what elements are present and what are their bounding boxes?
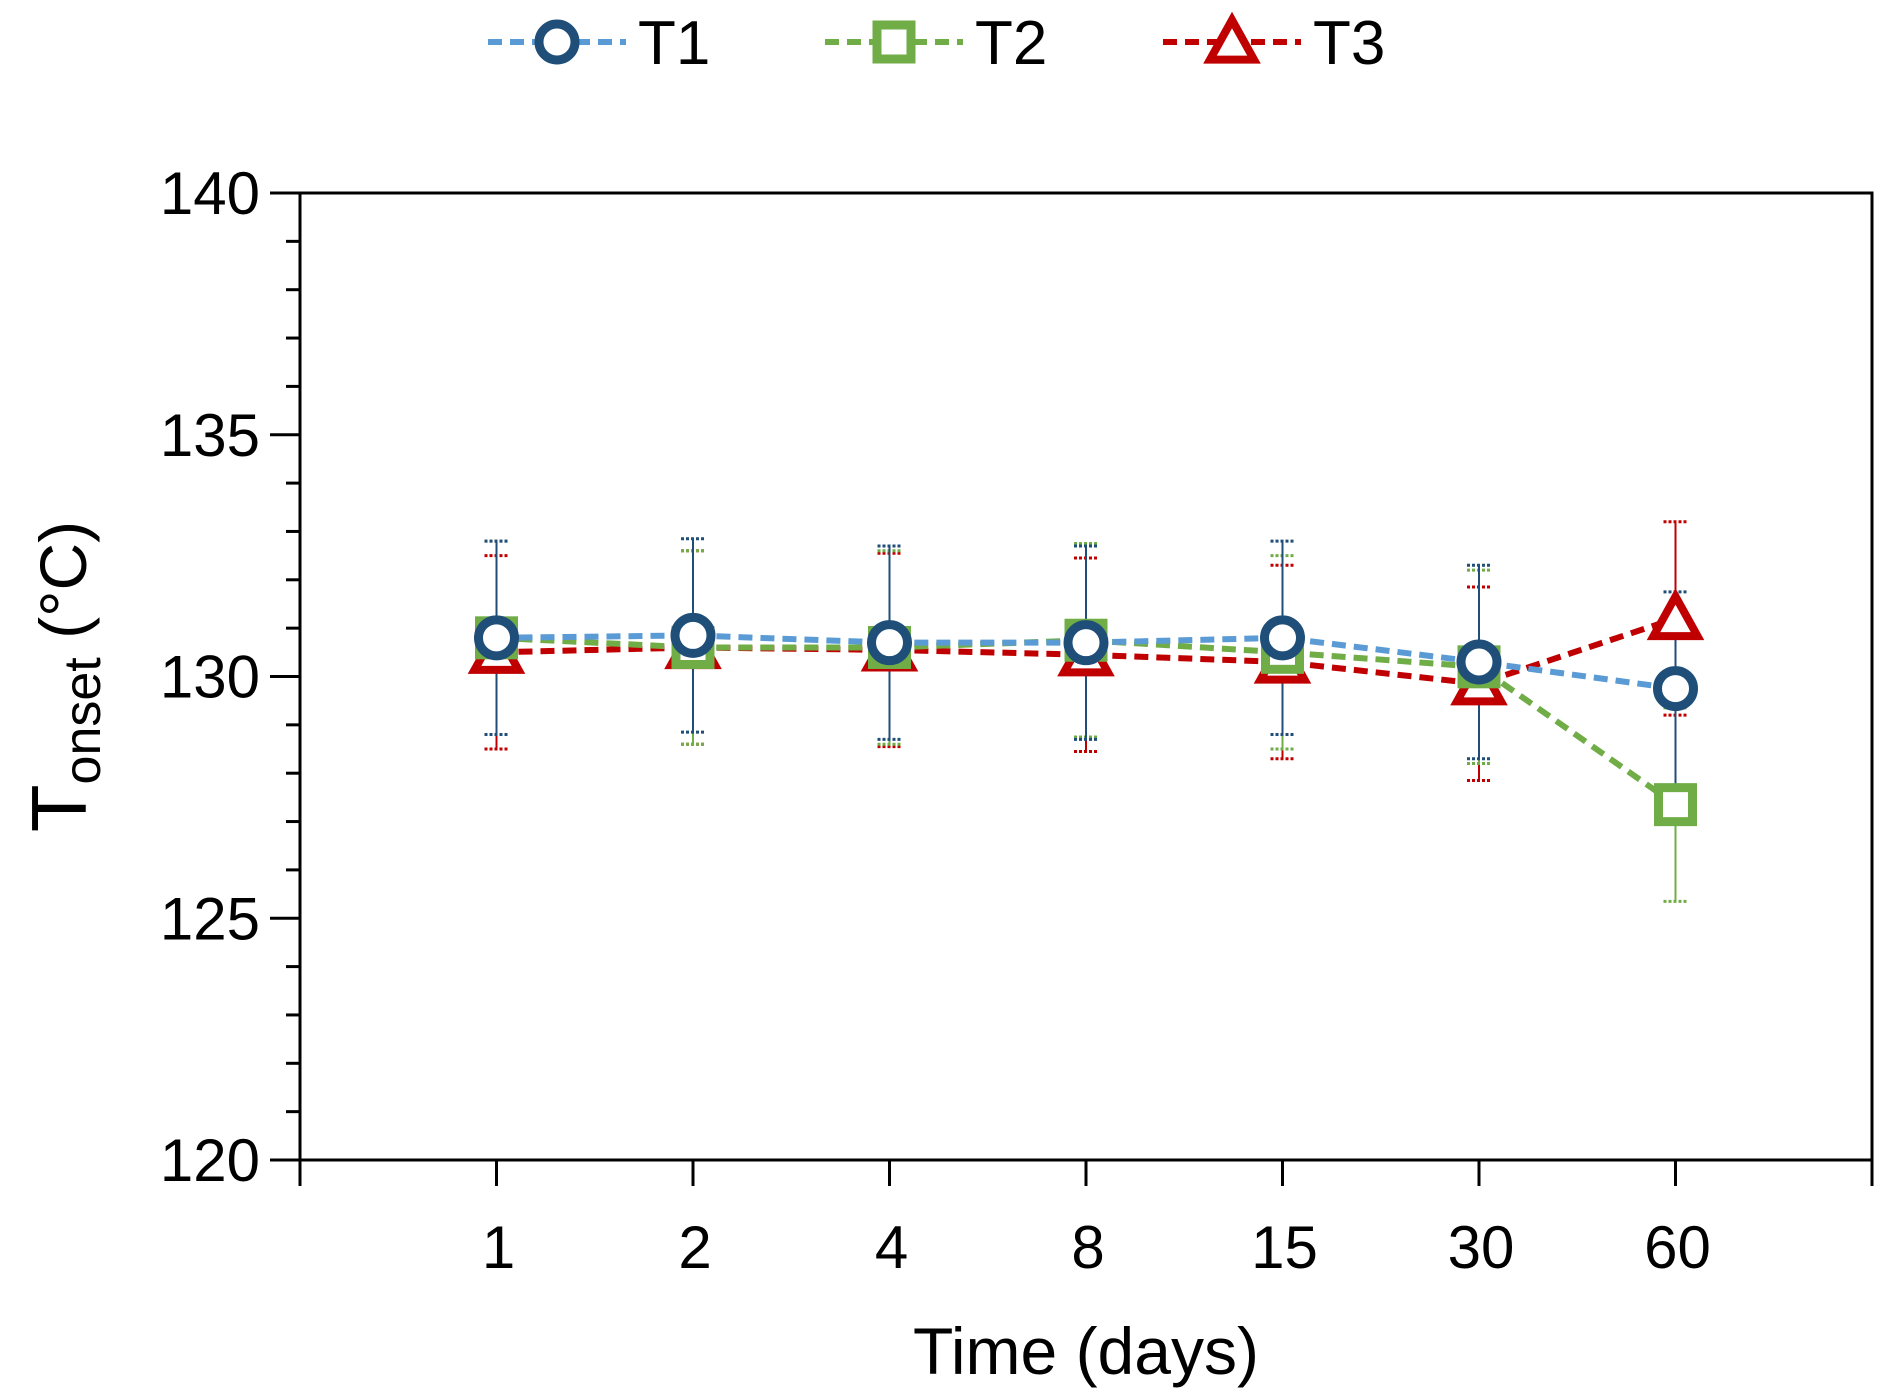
legend-label: T3 bbox=[1313, 9, 1385, 78]
legend-item-T2: T2 bbox=[825, 9, 1047, 78]
legend-item-T3: T3 bbox=[1163, 9, 1385, 78]
x-tick-label: 4 bbox=[875, 1214, 908, 1281]
legend-marker bbox=[534, 19, 580, 65]
y-axis-title-subscript: onset bbox=[54, 657, 112, 785]
data-point bbox=[1456, 639, 1502, 685]
data-point bbox=[1653, 666, 1698, 712]
data-point bbox=[474, 615, 519, 661]
data-point bbox=[867, 620, 912, 666]
x-tick-label: 1 bbox=[482, 1214, 515, 1281]
y-axis: 120 125 130 135 140 bbox=[160, 160, 300, 1194]
series-T1-points bbox=[474, 612, 1698, 712]
x-tick-label: 30 bbox=[1448, 1214, 1515, 1281]
legend-label: T1 bbox=[638, 9, 710, 78]
y-tick-label: 135 bbox=[160, 402, 260, 469]
y-axis-title-main: T bbox=[15, 784, 103, 832]
data-point bbox=[1646, 588, 1705, 641]
legend-marker bbox=[1203, 11, 1261, 64]
x-tick-label: 15 bbox=[1251, 1214, 1318, 1281]
y-axis-title: Tonset (°C) bbox=[15, 521, 112, 832]
data-point bbox=[670, 612, 716, 658]
data-point bbox=[1063, 620, 1109, 666]
y-tick-label: 140 bbox=[160, 160, 260, 227]
legend-item-T1: T1 bbox=[488, 9, 710, 78]
y-tick-label: 130 bbox=[160, 644, 260, 711]
x-axis: 1 2 4 8 15 30 60 bbox=[298, 1160, 1874, 1281]
series-layer bbox=[467, 520, 1705, 903]
y-tick-label: 125 bbox=[160, 885, 260, 952]
y-tick-label: 120 bbox=[160, 1127, 260, 1194]
y-axis-title-unit: (°C) bbox=[26, 521, 100, 657]
data-point bbox=[1260, 615, 1305, 661]
legend: T1 T2 T3 bbox=[488, 9, 1385, 78]
x-axis-title: Time (days) bbox=[913, 1314, 1259, 1388]
data-point bbox=[1654, 783, 1697, 827]
x-tick-label: 2 bbox=[678, 1214, 711, 1281]
x-tick-label: 60 bbox=[1644, 1214, 1711, 1281]
x-tick-label: 8 bbox=[1071, 1214, 1104, 1281]
legend-marker bbox=[872, 20, 916, 64]
legend-label: T2 bbox=[975, 9, 1047, 78]
